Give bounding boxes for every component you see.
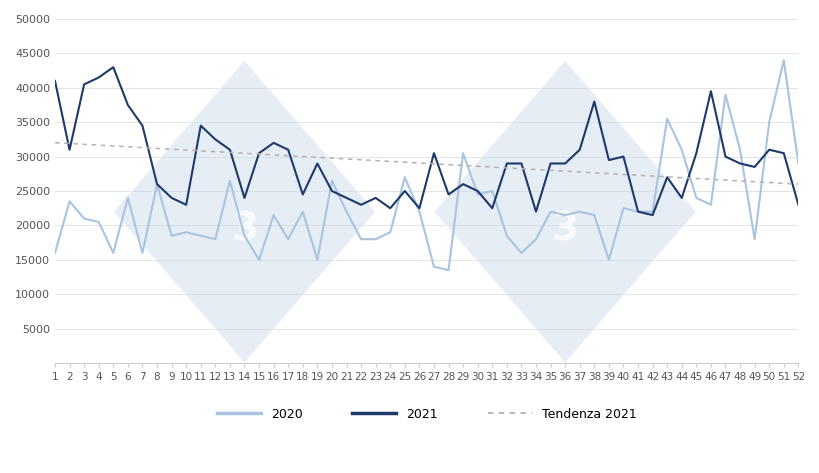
Polygon shape: [113, 60, 375, 363]
Text: 3: 3: [231, 211, 258, 249]
Polygon shape: [433, 60, 695, 363]
Legend: 2020, 2021, Tendenza 2021: 2020, 2021, Tendenza 2021: [212, 403, 640, 426]
Text: 3: 3: [551, 211, 578, 249]
